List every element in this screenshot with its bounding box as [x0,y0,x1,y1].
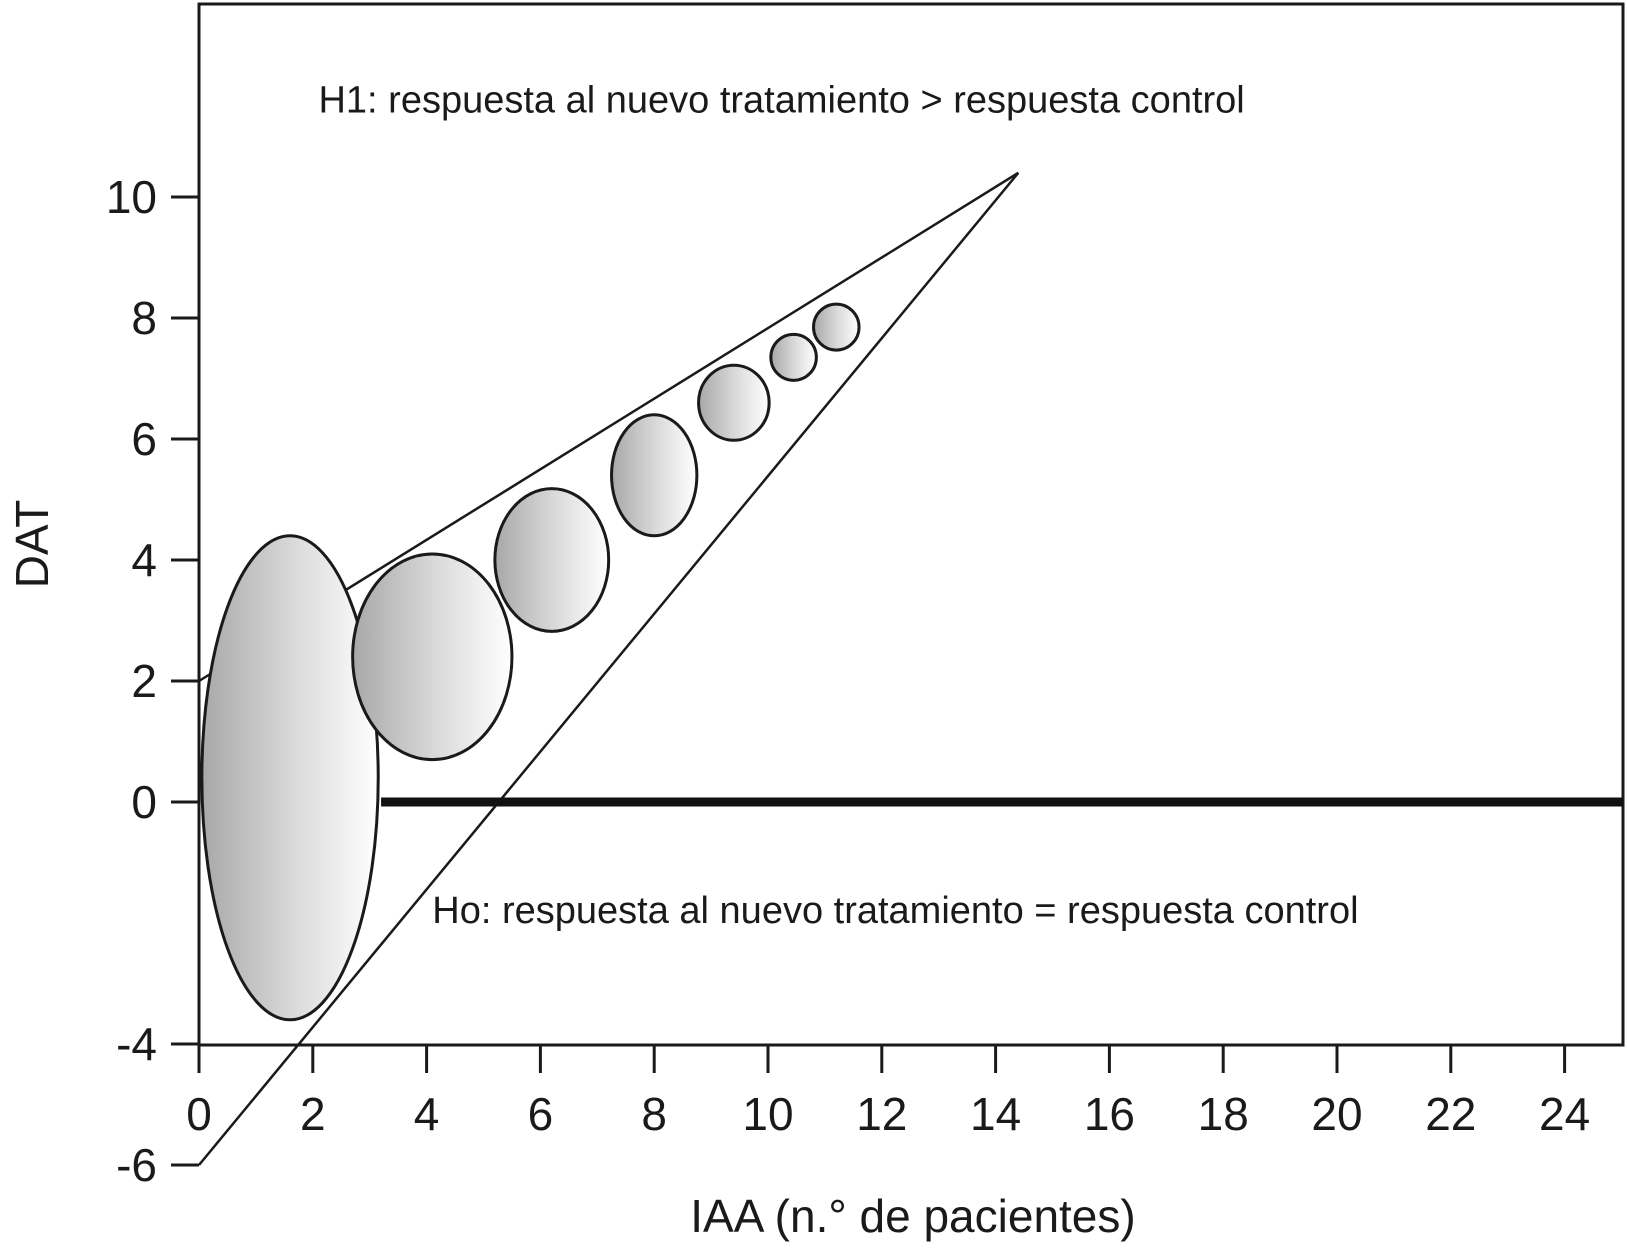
x-tick-label: 12 [856,1088,907,1140]
y-tick-label: 4 [131,534,157,586]
study-circle-3 [493,487,611,633]
y-tick-label: -4 [116,1018,157,1070]
plot-frame [197,2,1625,1047]
x-tick-label: 0 [186,1088,212,1140]
x-tick-label: 10 [742,1088,793,1140]
annotation-ho: Ho: respuesta al nuevo tratamiento = res… [432,890,1358,932]
x-axis-title: IAA (n.° de pacientes) [690,1190,1135,1242]
x-tick-label: 22 [1425,1088,1476,1140]
x-tick-label: 24 [1539,1088,1590,1140]
y-tick-label: 10 [106,171,157,223]
study-circle-2 [351,552,514,762]
annotations: H1: respuesta al nuevo tratamiento > res… [318,79,1358,932]
y-tick-label: -6 [116,1139,157,1191]
y-tick-label: 2 [131,655,157,707]
study-circles [200,302,861,1022]
x-tick-label: 4 [414,1088,440,1140]
x-tick-label: 20 [1311,1088,1362,1140]
study-circle-7 [812,302,861,352]
study-circle-4 [610,413,699,538]
x-tick-label: 6 [528,1088,554,1140]
x-tick-label: 14 [970,1088,1021,1140]
y-tick-label: 8 [131,292,157,344]
annotation-h1: H1: respuesta al nuevo tratamiento > res… [318,79,1244,121]
x-tick-label: 2 [300,1088,326,1140]
y-tick-label: 0 [131,776,157,828]
y-axis-ticks: -6 -4 0 2 4 6 8 10 [106,171,199,1191]
study-circle-6 [769,332,818,382]
x-axis-ticks: 0 2 4 6 8 10 12 14 16 18 20 22 24 [186,1045,1590,1140]
boundary-line-lower [198,172,1020,1166]
x-tick-label: 18 [1198,1088,1249,1140]
study-circle-5 [697,363,771,442]
y-tick-label: 6 [131,413,157,465]
y-axis-title: DAT [6,500,58,589]
study-circle-1 [200,534,380,1022]
x-tick-label: 8 [641,1088,667,1140]
x-tick-label: 16 [1084,1088,1135,1140]
